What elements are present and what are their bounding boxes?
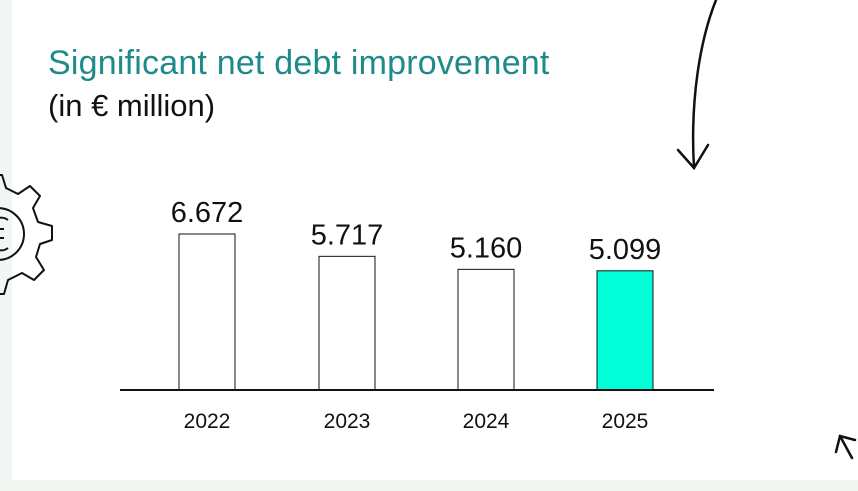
small-arrow-icon xyxy=(834,434,857,460)
value-label-2024: 5.160 xyxy=(450,232,523,264)
bar-2024 xyxy=(457,268,515,391)
x-tick-label-2022: 2022 xyxy=(184,410,231,433)
value-label-2025: 5.099 xyxy=(589,234,662,266)
value-label-2023: 5.717 xyxy=(311,219,384,251)
x-tick-label-2024: 2024 xyxy=(463,410,510,433)
x-tick-label-2025: 2025 xyxy=(602,410,649,433)
gear-euro-icon xyxy=(0,174,53,295)
bar-2025 xyxy=(596,270,654,391)
curved-arrow-icon xyxy=(676,0,718,171)
slide-background xyxy=(12,0,858,480)
chart-subtitle: (in € million) xyxy=(48,88,216,123)
value-label-2022: 6.672 xyxy=(171,197,244,229)
chart-title: Significant net debt improvement xyxy=(48,44,550,82)
bar-2022 xyxy=(178,233,236,391)
bar-2023 xyxy=(318,255,376,391)
x-tick-label-2023: 2023 xyxy=(324,410,371,433)
